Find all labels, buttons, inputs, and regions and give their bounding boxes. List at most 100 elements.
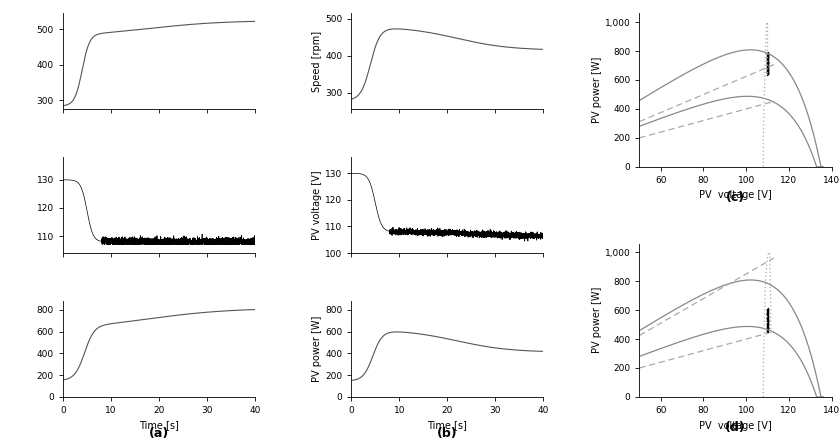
Point [761,52,774,59]
Point [761,318,774,325]
Point [761,64,774,71]
Point [761,306,774,313]
Point [761,60,774,67]
Point [761,50,774,57]
Point [761,61,774,68]
Point [761,306,774,313]
Point [761,49,774,56]
Point [761,319,774,326]
Point [761,65,774,72]
Point [760,69,774,76]
Point [761,67,774,74]
Point [761,309,774,316]
Point [760,327,774,334]
Text: (d): (d) [725,421,746,434]
Point [761,313,774,320]
Point [761,54,774,62]
Point [760,50,774,58]
Point [761,58,774,66]
Point [761,65,774,72]
Point [761,54,774,61]
Point [760,68,774,75]
Point [762,54,775,61]
Point [761,326,774,333]
Point [760,310,774,317]
Point [761,69,774,76]
Point [761,70,774,77]
Point [761,312,774,319]
Point [761,64,774,71]
Point [760,308,774,315]
Point [761,63,774,70]
Point [761,65,774,72]
Point [761,57,774,64]
Point [761,65,774,72]
Point [761,312,774,319]
Point [761,58,774,65]
Point [761,314,774,322]
Point [760,320,774,327]
Point [761,320,774,327]
Point [761,311,774,318]
Point [761,308,774,315]
Y-axis label: PV power [W]: PV power [W] [592,57,602,123]
Point [761,51,774,58]
Point [761,317,774,324]
Point [761,307,774,314]
Point [761,64,774,71]
Point [761,321,774,328]
Text: (a): (a) [149,427,169,440]
Point [761,316,774,323]
Point [761,51,774,58]
Point [761,51,774,58]
Point [761,55,774,62]
Point [760,310,774,317]
Point [761,325,774,332]
Point [761,63,774,70]
Point [761,306,774,313]
Point [761,314,774,321]
Point [761,316,774,323]
Point [761,52,774,59]
Point [761,66,774,73]
Point [761,55,774,62]
Point [761,326,774,334]
Point [761,319,774,326]
Point [761,61,774,68]
Point [760,310,774,318]
Point [760,326,774,333]
Point [761,311,774,318]
Point [761,55,774,62]
Point [761,318,774,325]
Point [760,54,774,61]
Point [760,315,774,322]
Point [761,53,774,60]
Point [760,65,774,72]
Point [761,55,774,62]
Point [761,60,774,67]
Point [761,327,774,334]
Point [761,54,774,62]
Point [761,328,774,335]
Point [760,55,774,62]
Point [761,61,774,68]
Point [761,58,774,65]
Point [760,69,774,76]
Point [761,323,774,330]
Point [761,320,774,327]
Point [761,313,774,320]
Point [760,60,774,67]
Point [762,62,775,69]
Point [761,63,774,70]
Point [760,56,774,63]
Point [761,62,774,69]
Point [761,58,774,66]
Point [761,327,774,334]
Point [760,322,774,329]
Point [761,325,774,332]
Point [760,64,774,71]
Point [761,324,774,331]
Point [761,50,774,57]
Point [761,58,774,66]
Point [761,315,774,322]
